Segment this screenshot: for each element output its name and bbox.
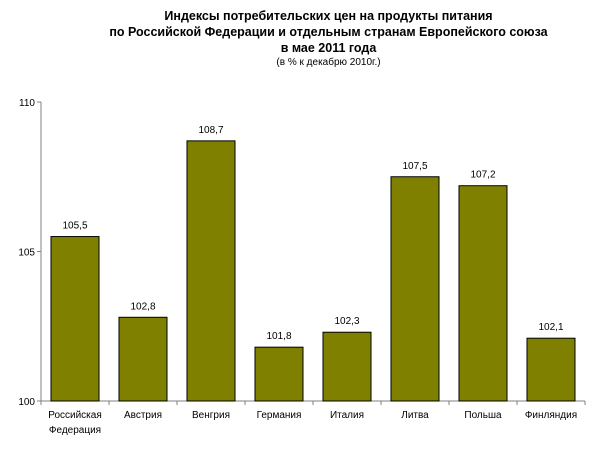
y-tick-label: 105	[18, 248, 35, 259]
data-label: 102,3	[334, 316, 359, 327]
data-label: 102,8	[130, 301, 155, 312]
x-tick-label: Литва	[401, 410, 429, 421]
x-tick-label: Австрия	[124, 410, 162, 421]
data-label: 105,5	[62, 221, 87, 232]
x-tick-label: Венгрия	[192, 410, 230, 421]
chart-title-line-3: в мае 2011 года	[280, 41, 377, 55]
bar	[322, 331, 372, 402]
chart-subtitle: (в % к декабрю 2010г.)	[276, 57, 381, 68]
x-tick-label: Российская	[48, 410, 102, 421]
x-tick-label: Федерация	[49, 425, 101, 436]
data-label: 108,7	[198, 125, 223, 136]
data-label: 107,5	[402, 161, 427, 172]
data-label: 101,8	[266, 331, 291, 342]
bar	[50, 236, 100, 402]
x-tick-label: Финляндия	[525, 410, 577, 421]
x-tick-label: Германия	[257, 410, 302, 421]
x-tick-label: Италия	[330, 410, 364, 421]
y-tick-label: 100	[18, 397, 35, 408]
data-label: 107,2	[470, 170, 495, 181]
chart-title-line-1: Индексы потребительских цен на продукты …	[164, 9, 493, 23]
bar	[186, 140, 236, 402]
chart-title-line-2: по Российской Федерации и отдельным стра…	[109, 25, 548, 39]
x-tick-label: Польша	[464, 410, 502, 421]
bar	[458, 185, 508, 402]
bar	[526, 337, 576, 402]
bar	[118, 316, 168, 402]
chart-title: Индексы потребительских цен на продукты …	[0, 8, 597, 69]
y-tick-label: 110	[19, 98, 35, 109]
data-label: 102,1	[538, 322, 563, 333]
bar	[390, 176, 440, 402]
bar	[254, 346, 304, 402]
